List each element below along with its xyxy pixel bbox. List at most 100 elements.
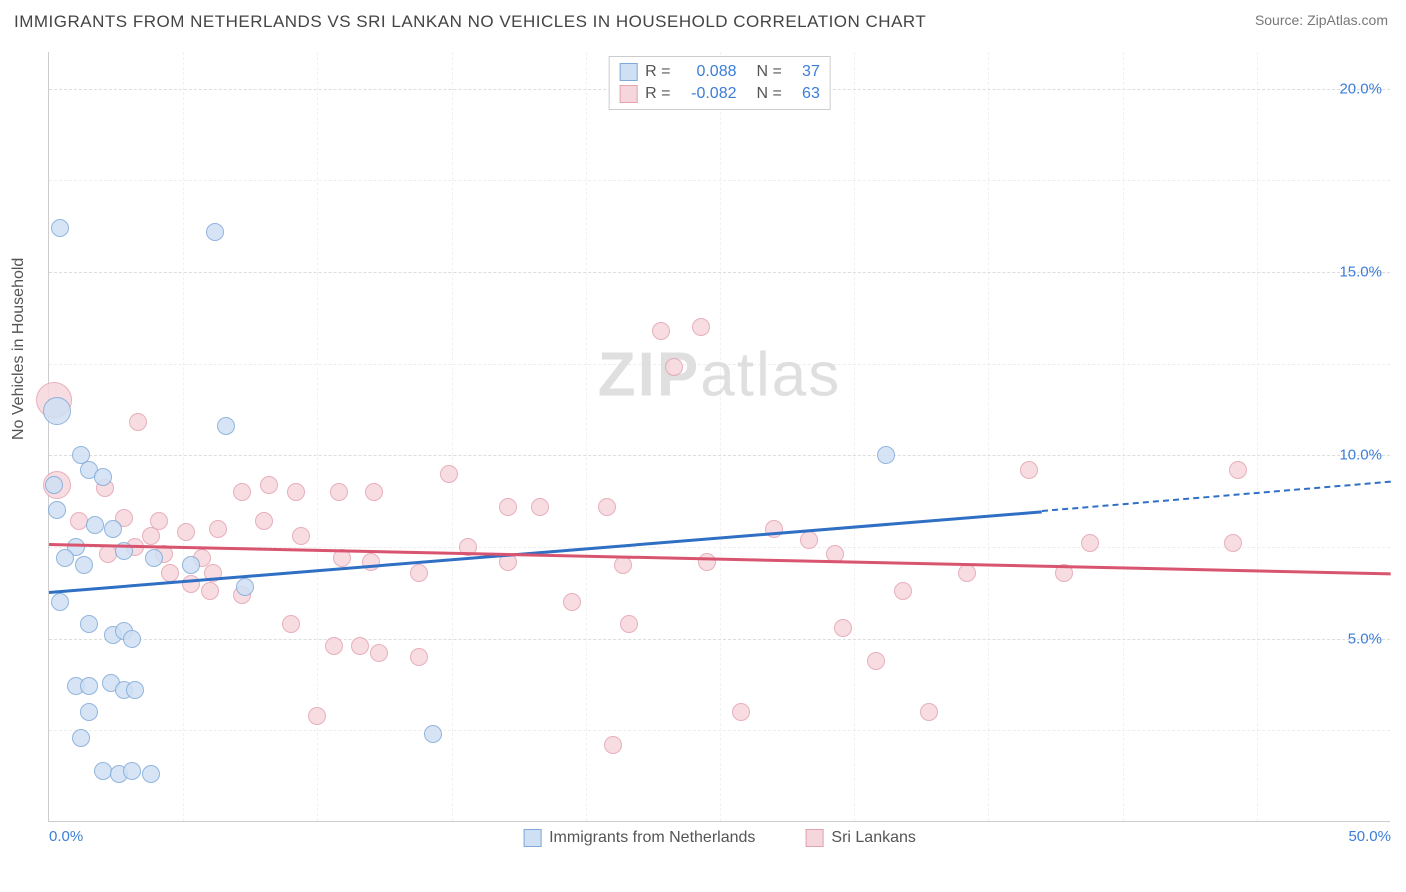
data-point: [129, 413, 147, 431]
data-point: [94, 468, 112, 486]
data-point: [563, 593, 581, 611]
data-point: [236, 578, 254, 596]
data-point: [834, 619, 852, 637]
stat-r-value: -0.082: [679, 85, 737, 103]
data-point: [370, 644, 388, 662]
data-point: [287, 483, 305, 501]
data-point: [499, 498, 517, 516]
data-point: [206, 223, 224, 241]
data-point: [209, 520, 227, 538]
data-point: [233, 483, 251, 501]
data-point: [126, 681, 144, 699]
data-point: [145, 549, 163, 567]
data-point: [598, 498, 616, 516]
data-point: [260, 476, 278, 494]
data-point: [877, 446, 895, 464]
data-point: [217, 417, 235, 435]
y-tick-label: 15.0%: [1339, 264, 1382, 281]
data-point: [142, 527, 160, 545]
data-point: [1020, 461, 1038, 479]
data-point: [958, 564, 976, 582]
stat-n-label: N =: [757, 63, 782, 81]
gridline-v-minor: [317, 52, 318, 821]
data-point: [56, 549, 74, 567]
data-point: [732, 703, 750, 721]
legend-swatch: [619, 63, 637, 81]
data-point: [440, 465, 458, 483]
data-point: [48, 501, 66, 519]
data-point: [201, 582, 219, 600]
data-point: [75, 556, 93, 574]
correlation-stats-box: R =0.088N =37R =-0.082N =63: [608, 56, 831, 110]
data-point: [292, 527, 310, 545]
stat-n-label: N =: [757, 85, 782, 103]
stats-row: R =0.088N =37: [619, 61, 820, 83]
x-tick-label: 50.0%: [1348, 828, 1391, 845]
data-point: [652, 322, 670, 340]
data-point: [604, 736, 622, 754]
data-point: [255, 512, 273, 530]
stat-n-value: 63: [790, 85, 820, 103]
data-point: [920, 703, 938, 721]
series-legend: Immigrants from Netherlands Sri Lankans: [523, 829, 916, 847]
data-point: [80, 703, 98, 721]
data-point: [182, 575, 200, 593]
data-point: [1229, 461, 1247, 479]
data-point: [692, 318, 710, 336]
data-point: [1224, 534, 1242, 552]
data-point: [698, 553, 716, 571]
data-point: [182, 556, 200, 574]
data-point: [665, 358, 683, 376]
stat-r-label: R =: [645, 85, 670, 103]
data-point: [123, 762, 141, 780]
stat-r-label: R =: [645, 63, 670, 81]
legend-swatch: [805, 829, 823, 847]
gridline-v-minor: [720, 52, 721, 821]
data-point: [410, 564, 428, 582]
data-point: [80, 677, 98, 695]
stat-n-value: 37: [790, 63, 820, 81]
gridline-v-minor: [1123, 52, 1124, 821]
chart-title: IMMIGRANTS FROM NETHERLANDS VS SRI LANKA…: [14, 12, 926, 32]
trend-line-extrapolated: [1042, 481, 1391, 512]
data-point: [142, 765, 160, 783]
legend-swatch: [619, 85, 637, 103]
y-tick-label: 20.0%: [1339, 80, 1382, 97]
legend-label: Immigrants from Netherlands: [549, 829, 755, 847]
gridline-v-minor: [183, 52, 184, 821]
gridline-v-minor: [988, 52, 989, 821]
y-axis-title: No Vehicles in Household: [10, 258, 28, 440]
data-point: [1081, 534, 1099, 552]
data-point: [800, 531, 818, 549]
gridline-v-minor: [1257, 52, 1258, 821]
data-point: [351, 637, 369, 655]
data-point: [894, 582, 912, 600]
data-point: [104, 520, 122, 538]
data-point: [867, 652, 885, 670]
data-point: [424, 725, 442, 743]
data-point: [410, 648, 428, 666]
x-tick-label: 0.0%: [49, 828, 83, 845]
data-point: [531, 498, 549, 516]
data-point: [45, 476, 63, 494]
source-label: Source: ZipAtlas.com: [1255, 12, 1388, 28]
data-point: [330, 483, 348, 501]
data-point: [365, 483, 383, 501]
legend-item: Sri Lankans: [805, 829, 916, 847]
gridline-v-minor: [586, 52, 587, 821]
data-point: [70, 512, 88, 530]
gridline-v-minor: [854, 52, 855, 821]
data-point: [123, 630, 141, 648]
data-point: [72, 729, 90, 747]
y-tick-label: 5.0%: [1348, 630, 1382, 647]
data-point: [80, 615, 98, 633]
data-point: [308, 707, 326, 725]
data-point: [86, 516, 104, 534]
legend-item: Immigrants from Netherlands: [523, 829, 755, 847]
legend-swatch: [523, 829, 541, 847]
legend-label: Sri Lankans: [831, 829, 916, 847]
data-point: [161, 564, 179, 582]
data-point: [51, 219, 69, 237]
data-point: [51, 593, 69, 611]
data-point: [43, 397, 71, 425]
